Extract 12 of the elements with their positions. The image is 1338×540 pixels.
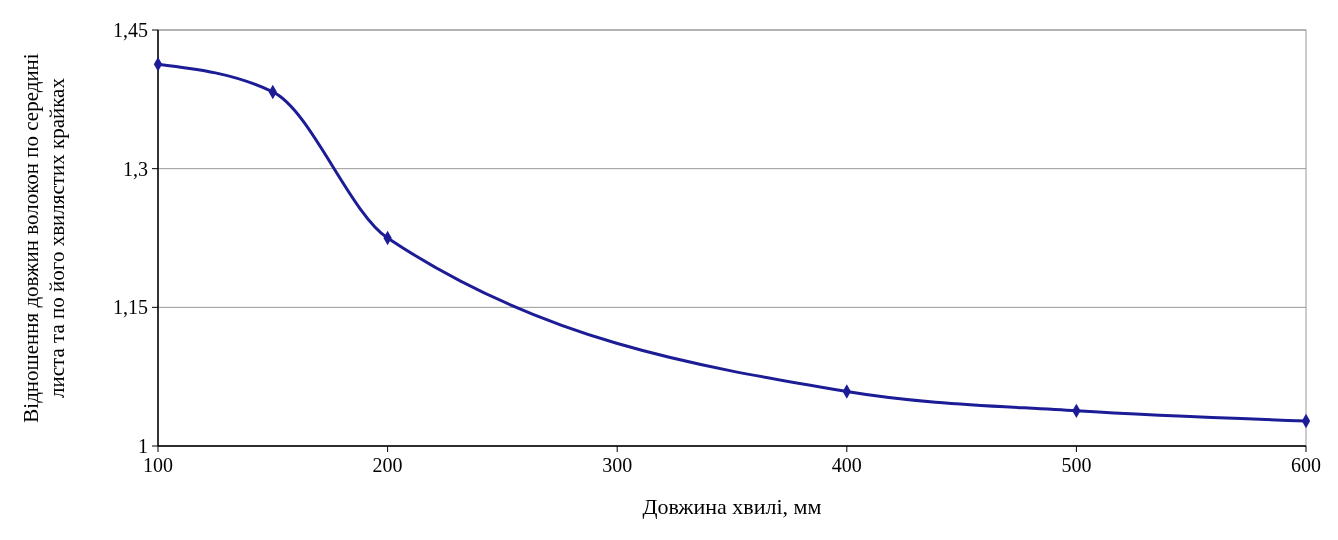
x-tick-label: 500 — [1061, 454, 1092, 476]
y-tick-label: 1,15 — [113, 296, 148, 319]
x-tick-label: 200 — [372, 454, 403, 476]
y-tick-label: 1,3 — [123, 157, 148, 180]
y-axis-title: Відношення довжин волокон по середині листа та по його хвилястих крайках — [19, 53, 69, 423]
x-tick-label: 400 — [831, 454, 862, 476]
y-tick-label: 1 — [138, 435, 148, 457]
y-tick-label: 1,45 — [113, 19, 148, 41]
x-tick-label: 300 — [602, 454, 633, 476]
x-tick-label: 600 — [1291, 454, 1321, 476]
x-axis-title: Довжина хвилі, мм — [642, 494, 822, 519]
x-tick-label: 100 — [143, 454, 173, 476]
